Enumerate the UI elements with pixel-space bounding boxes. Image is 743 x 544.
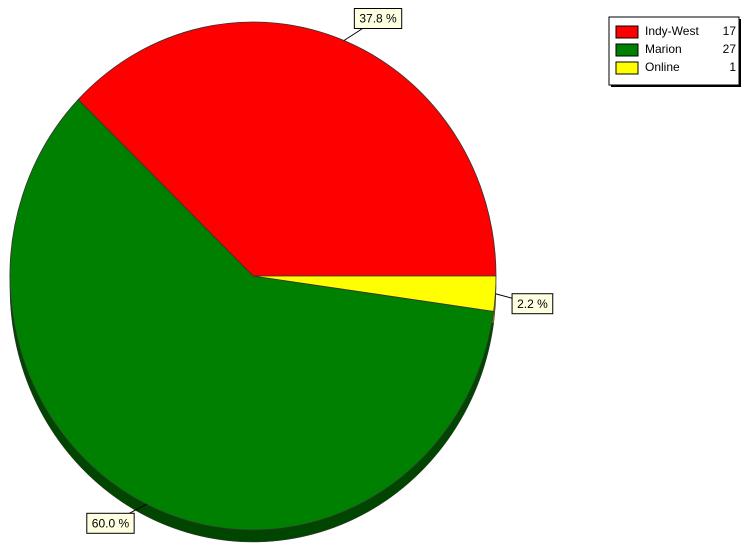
legend-value: 27	[723, 42, 737, 56]
pie	[9, 21, 497, 531]
slice	[252, 275, 497, 312]
legend-value: 1	[729, 60, 736, 74]
slice-labels: 37.8 % 60.0 % 2.2 %	[86, 7, 554, 534]
legend-label: Online	[645, 60, 680, 74]
legend-label: Marion	[645, 42, 682, 56]
legend-swatch	[615, 61, 639, 75]
legend-swatch	[615, 25, 639, 39]
legend-value: 17	[723, 24, 737, 38]
label-box	[511, 293, 554, 315]
legend-swatch	[615, 43, 639, 57]
slice	[9, 98, 495, 531]
slice-label: 60.0 %	[92, 516, 130, 530]
label-box	[353, 7, 403, 29]
legend: Indy-West 17 Marion 27 Online 1	[608, 16, 741, 87]
label-box	[86, 512, 135, 534]
slice-label: 37.8 %	[359, 12, 397, 26]
slice-label: 2.2 %	[517, 297, 548, 311]
legend-label: Indy-West	[645, 24, 699, 38]
